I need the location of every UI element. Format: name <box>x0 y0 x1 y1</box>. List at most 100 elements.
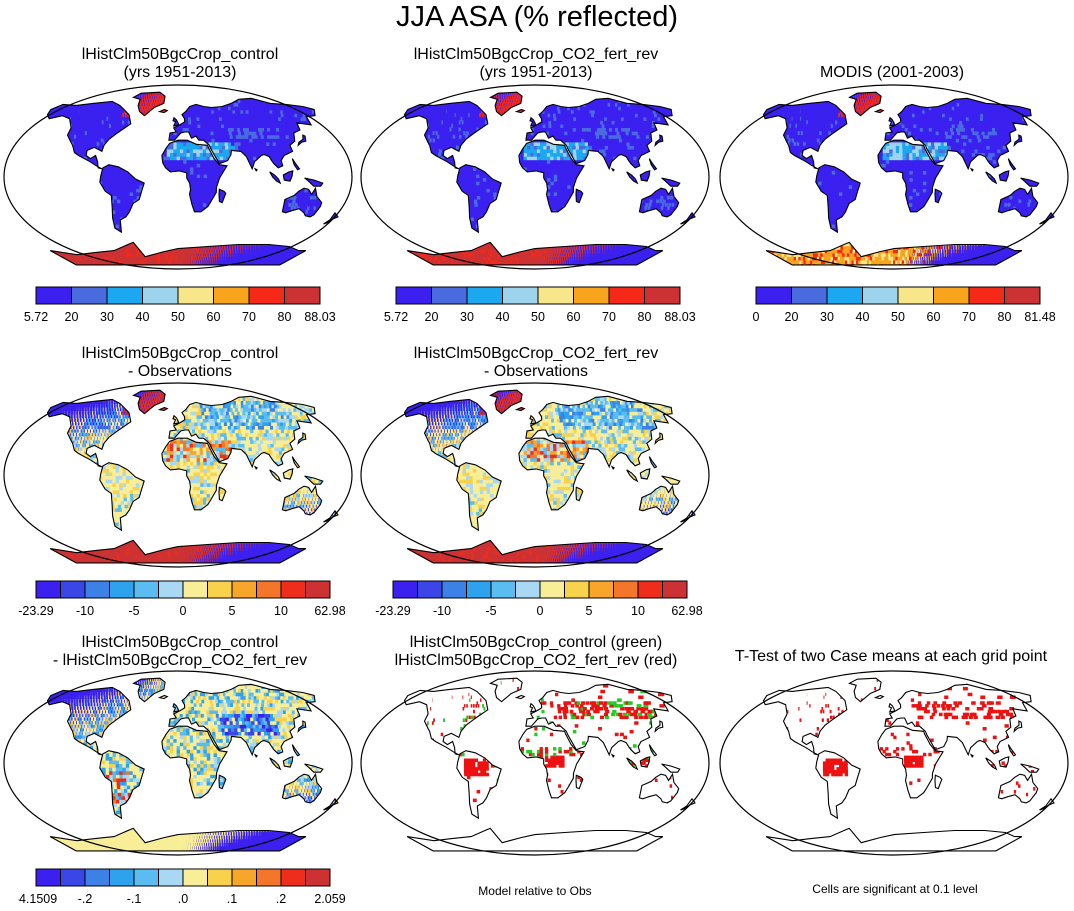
colorbar-swatch <box>305 580 331 599</box>
colorbar-swatch <box>588 580 614 599</box>
panel-title-line: (yrs 1951-2013) <box>356 64 716 82</box>
map-co2-climo <box>360 84 710 270</box>
colorbar-swatch <box>539 580 565 599</box>
map-border <box>3 84 353 270</box>
figure-title: JJA ASA (% reflected) <box>0 0 1074 34</box>
colorbar-swatch <box>608 286 645 305</box>
colorbar-tick-label: 50 <box>531 310 545 324</box>
panel-title-control-bias: lHistClm50BgcCrop_control - Observations <box>0 345 360 381</box>
colorbar-swatch <box>106 286 143 305</box>
colorbar-swatch <box>60 868 86 887</box>
panel-title-line: T-Test of two Case means at each grid po… <box>708 648 1074 666</box>
colorbar-tick-label: 5 <box>229 604 236 618</box>
colorbar-swatch <box>231 868 257 887</box>
colorbar-swatch <box>133 868 159 887</box>
colorbar-swatch <box>490 580 516 599</box>
colorbar-swatch <box>392 580 418 599</box>
colorbar-swatch <box>755 286 792 305</box>
colorbar-tick-label: .1 <box>227 892 237 906</box>
map-control-climo <box>3 84 353 270</box>
colorbar-swatch <box>248 286 285 305</box>
colorbar-tick-label: -5 <box>128 604 139 618</box>
colorbar-tick-label: 70 <box>602 310 616 324</box>
panel-title-line: lHistClm50BgcCrop_control <box>0 345 360 363</box>
panel-title-co2-bias: lHistClm50BgcCrop_CO2_fert_rev - Observa… <box>356 345 716 381</box>
colorbar-tick-label: 0 <box>180 604 187 618</box>
colorbar-co2-bias: -23.29 -10 -5 0 5 10 62.98 <box>375 580 703 618</box>
colorbar-tick-label: 0 <box>753 310 760 324</box>
panel-title-case-diff: lHistClm50BgcCrop_control - lHistClm50Bg… <box>0 634 360 670</box>
colorbar-tick-label: 5.72 <box>24 310 48 324</box>
colorbar-swatch <box>644 286 681 305</box>
colorbar-swatch <box>35 286 72 305</box>
panel-title-line: lHistClm50BgcCrop_control <box>0 46 360 64</box>
colorbar-swatch <box>142 286 179 305</box>
colorbar-tick-label: 80 <box>998 310 1012 324</box>
colorbar-tick-label: 40 <box>856 310 870 324</box>
colorbar-swatch <box>256 580 282 599</box>
colorbar-swatch <box>897 286 934 305</box>
colorbar-tick-label: 88.03 <box>304 310 335 324</box>
colorbar-swatch <box>826 286 863 305</box>
colorbar-swatch <box>613 580 639 599</box>
colorbar-tick-label: 30 <box>820 310 834 324</box>
panel-title-line: lHistClm50BgcCrop_CO2_fert_rev <box>356 345 716 363</box>
panel-title-line: - lHistClm50BgcCrop_CO2_fert_rev <box>0 652 360 670</box>
map-relative <box>360 670 710 856</box>
colorbar-tick-label: 20 <box>785 310 799 324</box>
colorbar-swatch <box>182 580 208 599</box>
colorbar-tick-label: .0 <box>178 892 188 906</box>
colorbar-swatch <box>305 868 331 887</box>
colorbar-swatch <box>395 286 432 305</box>
panel-title-line: lHistClm50BgcCrop_CO2_fert_rev <box>356 46 716 64</box>
colorbar-tick-label: 2.059 <box>314 892 345 906</box>
colorbar-swatch <box>35 868 61 887</box>
colorbar-control-bias: -23.29 -10 -5 0 5 10 62.98 <box>18 580 346 618</box>
colorbar-tick-label: -.1 <box>127 892 142 906</box>
colorbar-tick-label: -.2 <box>78 892 93 906</box>
colorbar-swatch <box>431 286 468 305</box>
colorbar-tick-label: 60 <box>207 310 221 324</box>
colorbar-swatch <box>60 580 86 599</box>
colorbar-tick-label: 0 <box>537 604 544 618</box>
colorbar-swatch <box>417 580 443 599</box>
colorbar-swatch <box>933 286 970 305</box>
map-border <box>3 382 353 568</box>
colorbar-swatch <box>280 580 306 599</box>
colorbar-tick-label: -23.29 <box>18 604 53 618</box>
coastlines <box>403 677 696 852</box>
colorbar-tick-label: -23.29 <box>375 604 410 618</box>
colorbar-tick-label: -5 <box>485 604 496 618</box>
colorbar-tick-label: 81.48 <box>1024 310 1055 324</box>
map-border <box>719 84 1069 270</box>
colorbar-swatch <box>35 580 61 599</box>
panel-title-line: lHistClm50BgcCrop_CO2_fert_rev (red) <box>356 652 716 670</box>
colorbar-tick-label: 40 <box>136 310 150 324</box>
land-fill <box>763 678 1054 825</box>
colorbar-swatch <box>637 580 663 599</box>
colorbar-swatch <box>466 580 492 599</box>
colorbar-swatch <box>515 580 541 599</box>
map-control-bias <box>3 382 353 568</box>
coastlines <box>403 91 696 266</box>
colorbar-swatch <box>182 868 208 887</box>
note-significance: Cells are significant at 0.1 level <box>745 882 1045 896</box>
colorbar-swatch <box>662 580 688 599</box>
coastlines <box>46 91 339 266</box>
colorbar-swatch <box>1004 286 1041 305</box>
coastlines <box>762 677 1055 852</box>
colorbar-tick-label: 20 <box>65 310 79 324</box>
colorbar-swatch <box>133 580 159 599</box>
colorbar-tick-label: 62.98 <box>314 604 345 618</box>
colorbar-tick-label: 30 <box>100 310 114 324</box>
colorbar-tick-label: 88.03 <box>664 310 695 324</box>
coastlines <box>46 389 339 564</box>
colorbar-tick-label: 62.98 <box>671 604 702 618</box>
colorbar-tick-label: 70 <box>962 310 976 324</box>
colorbar-tick-label: 70 <box>242 310 256 324</box>
map-border <box>360 84 710 270</box>
colorbar-swatch <box>71 286 108 305</box>
colorbar-swatch <box>441 580 467 599</box>
colorbar-swatch <box>466 286 503 305</box>
panel-title-control-climo: lHistClm50BgcCrop_control (yrs 1951-2013… <box>0 46 360 82</box>
